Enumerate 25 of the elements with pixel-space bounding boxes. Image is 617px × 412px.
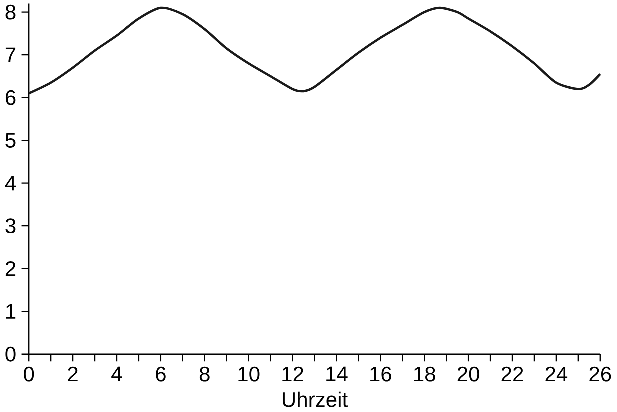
x-tick-label: 20 [458, 366, 480, 382]
x-tick-label: 22 [502, 366, 524, 382]
y-tick-label: 6 [6, 90, 16, 106]
x-tick-label: 12 [282, 366, 304, 382]
x-tick-label: 26 [590, 366, 612, 382]
x-tick-label: 16 [370, 366, 392, 382]
x-axis-title: Uhrzeit [282, 392, 348, 408]
x-tick-label: 4 [112, 366, 122, 382]
x-tick-label: 24 [546, 366, 568, 382]
x-tick-label: 2 [68, 366, 78, 382]
y-tick-label: 7 [6, 48, 16, 62]
y-tick-label: 0 [6, 346, 16, 362]
x-tick-label: 6 [156, 366, 166, 382]
x-tick-label: 0 [24, 366, 34, 382]
y-tick-label: 8 [6, 4, 16, 20]
y-tick-label: 5 [6, 133, 16, 148]
y-tick-label: 3 [6, 218, 16, 234]
y-tick-label: 1 [6, 304, 16, 319]
x-tick-label: 14 [326, 366, 348, 382]
line-series [28, 6, 602, 95]
y-tick-label: 2 [6, 261, 16, 276]
x-tick-label: 18 [414, 366, 436, 382]
x-tick-label: 10 [238, 366, 260, 382]
y-tick-label: 4 [5, 176, 16, 191]
x-tick-label: 8 [200, 366, 210, 382]
